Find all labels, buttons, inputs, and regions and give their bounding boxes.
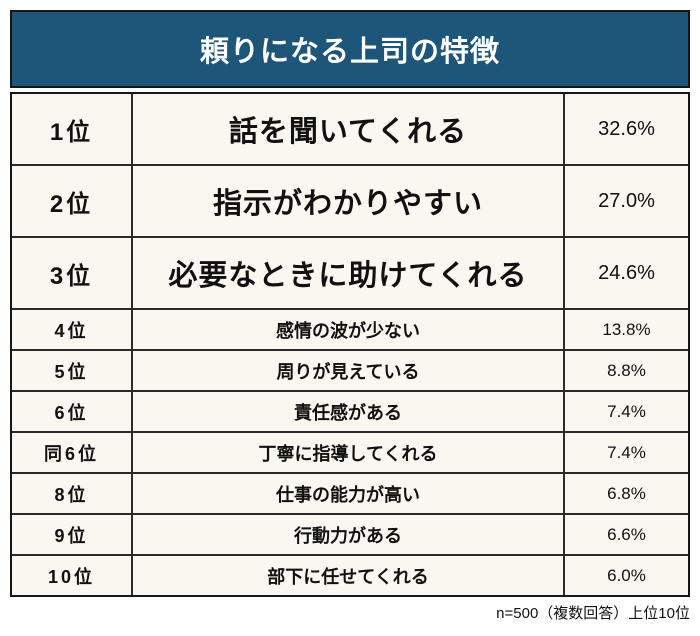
feature-cell: 行動力がある <box>131 515 565 554</box>
percent-cell: 7.4% <box>607 401 646 421</box>
percent-cell: 13.8% <box>602 319 651 339</box>
rank-cell: 6位 <box>54 402 89 423</box>
feature-cell: 仕事の能力が高い <box>131 474 565 513</box>
chart-title: 頼りになる上司の特徴 <box>199 36 500 68</box>
table-row: 10位 部下に任せてくれる 6.0% <box>12 554 688 595</box>
rank-cell: 8位 <box>54 484 89 505</box>
table-row: 6位 責任感がある 7.4% <box>12 390 688 431</box>
table-row: 4位 感情の波が少ない 13.8% <box>12 308 688 349</box>
feature-cell: 部下に任せてくれる <box>131 556 565 595</box>
rank-cell: 1位 <box>49 118 94 146</box>
chart-title-bar: 頼りになる上司の特徴 <box>10 10 690 88</box>
feature-cell: 感情の波が少ない <box>131 310 565 349</box>
feature-cell: 指示がわかりやすい <box>131 166 565 236</box>
percent-cell: 32.6% <box>598 117 655 140</box>
percent-cell: 6.6% <box>607 524 646 544</box>
feature-cell: 話を聞いてくれる <box>131 94 565 164</box>
table-row: 3位 必要なときに助けてくれる 24.6% <box>12 236 688 308</box>
table-row: 8位 仕事の能力が高い 6.8% <box>12 472 688 513</box>
rank-cell: 4位 <box>54 320 89 341</box>
percent-cell: 7.4% <box>607 442 646 462</box>
percent-cell: 27.0% <box>598 189 655 212</box>
rank-cell: 5位 <box>54 361 89 382</box>
sample-note: n=500（複数回答）上位10位 <box>496 605 690 622</box>
percent-cell: 6.8% <box>607 483 646 503</box>
table-row: 9位 行動力がある 6.6% <box>12 513 688 554</box>
rank-cell: 10位 <box>47 566 96 587</box>
rank-cell: 9位 <box>54 525 89 546</box>
table-row: 2位 指示がわかりやすい 27.0% <box>12 164 688 236</box>
rank-cell: 2位 <box>49 190 94 218</box>
ranking-table: 1位 話を聞いてくれる 32.6% 2位 指示がわかりやすい 27.0% 3位 … <box>10 92 690 597</box>
rank-cell: 3位 <box>49 262 94 290</box>
percent-cell: 8.8% <box>607 360 646 380</box>
feature-cell: 責任感がある <box>131 392 565 431</box>
rank-cell: 同6位 <box>43 443 99 464</box>
table-row: 1位 話を聞いてくれる 32.6% <box>12 94 688 164</box>
table-row: 5位 周りが見えている 8.8% <box>12 349 688 390</box>
table-row: 同6位 丁寧に指導してくれる 7.4% <box>12 431 688 472</box>
percent-cell: 6.0% <box>607 565 646 585</box>
percent-cell: 24.6% <box>598 261 655 284</box>
feature-cell: 丁寧に指導してくれる <box>131 433 565 472</box>
feature-cell: 必要なときに助けてくれる <box>131 238 565 308</box>
feature-cell: 周りが見えている <box>131 351 565 390</box>
